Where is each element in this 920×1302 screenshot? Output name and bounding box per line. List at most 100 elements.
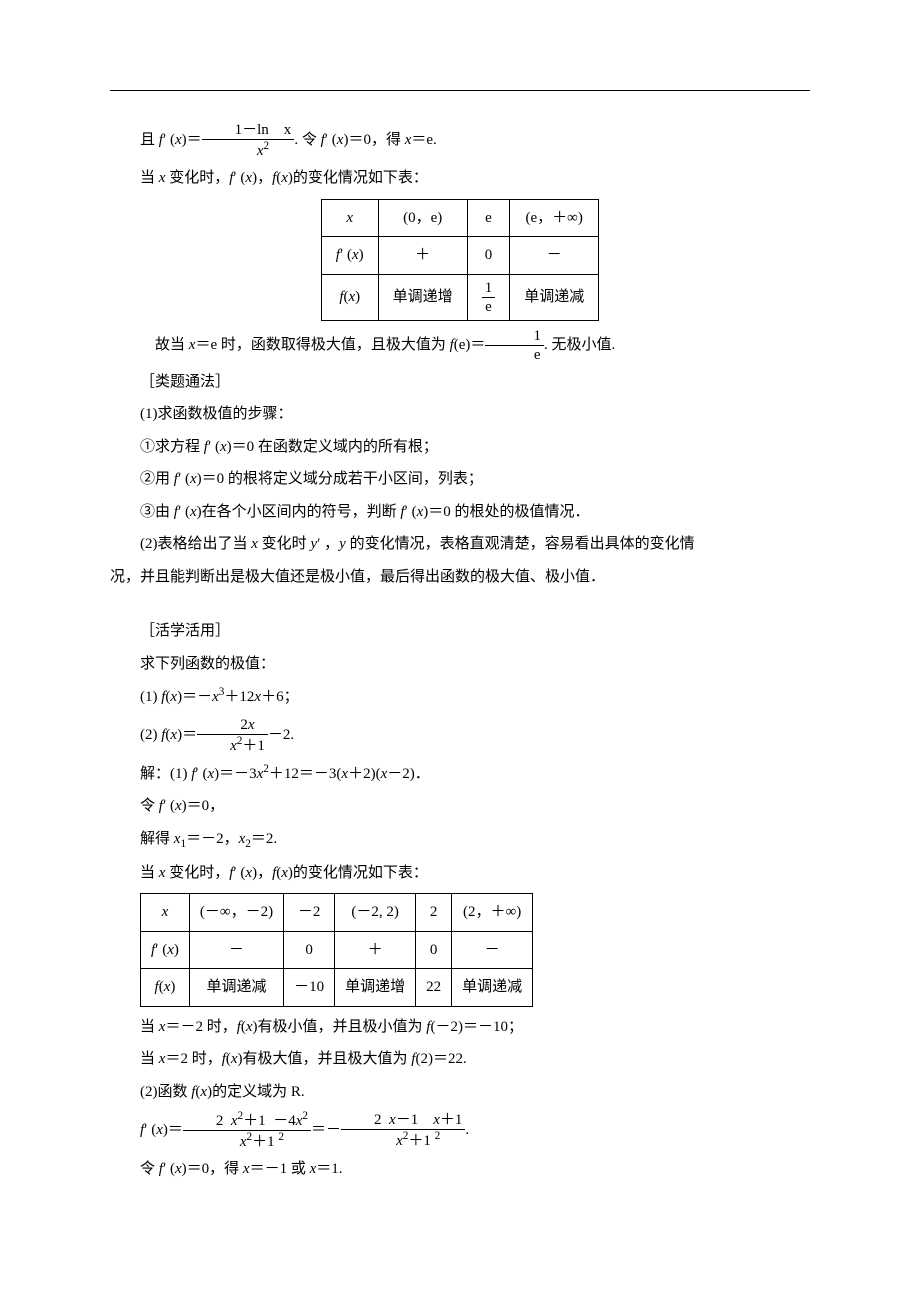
- q1: (1) f(x)＝－x3＋12x＋6；: [110, 682, 810, 712]
- t: 解得: [140, 831, 174, 847]
- t: )＝0，得: [343, 132, 404, 148]
- cell: －: [452, 931, 533, 969]
- step-heading: (1)求函数极值的步骤：: [110, 400, 810, 429]
- sol2-roots: 令 f′ (x)＝0，得 x＝－1 或 x＝1.: [110, 1155, 810, 1184]
- t: 令: [140, 1161, 159, 1177]
- table-row: x (0，e) e (e，＋∞): [321, 199, 598, 237]
- t: )＝0，得: [182, 1161, 243, 1177]
- line-change-intro: 当 x 变化时，f′ (x)，f(x)的变化情况如下表：: [110, 164, 810, 193]
- t: 令: [140, 798, 159, 814]
- step-1: ①求方程 f′ (x)＝0 在函数定义域内的所有根；: [110, 433, 810, 462]
- sol2-domain: (2)函数 f(x)的定义域为 R.: [110, 1078, 810, 1107]
- frac-num: 1: [485, 327, 544, 346]
- table-row: x (－∞，－2) －2 (－2, 2) 2 (2，＋∞): [141, 894, 533, 932]
- t: )，: [252, 865, 272, 881]
- line-max-conclusion: 故当 x＝e 时，函数取得极大值，且极大值为 f(e)＝1e. 无极小值.: [110, 327, 810, 364]
- t: ＋6；: [261, 689, 299, 705]
- table-row: f(x) 单调递增 1e 单调递减: [321, 274, 598, 320]
- t: 当: [140, 1019, 159, 1035]
- t: (－2)＝－10；: [430, 1019, 523, 1035]
- t: )＝: [177, 726, 197, 742]
- cell: 单调递减: [510, 274, 599, 320]
- t: )在各个小区间内的符号，判断: [197, 504, 401, 520]
- t: 变化时，: [165, 170, 229, 186]
- sol-let-zero: 令 f′ (x)＝0，: [110, 792, 810, 821]
- t: (e)＝: [454, 336, 486, 352]
- t: )＝0 的根处的极值情况．: [423, 504, 589, 520]
- t: )＝－: [177, 689, 212, 705]
- t: 2: [216, 1113, 224, 1129]
- t: . 无极小值.: [544, 336, 615, 352]
- practice-q: 求下列函数的极值：: [110, 650, 810, 679]
- t: ＝－2，: [186, 831, 239, 847]
- cell: －: [510, 237, 599, 275]
- t: (2)函数: [140, 1084, 191, 1100]
- cell: －10: [284, 969, 335, 1007]
- cell: ＋: [335, 931, 416, 969]
- cell: 22: [416, 969, 452, 1007]
- t: (1): [140, 689, 161, 705]
- t: ＋1: [408, 1133, 431, 1149]
- sol-1-deriv: 解：(1) f′ (x)＝－3x2＋12＝－3(x＋2)(x－2)．: [110, 759, 810, 789]
- t: ＝e.: [411, 132, 436, 148]
- t: )的变化情况如下表：: [288, 865, 428, 881]
- t: 当: [140, 865, 159, 881]
- cell: 0: [284, 931, 335, 969]
- t: (2): [140, 726, 161, 742]
- cell: 0: [467, 237, 510, 275]
- t: x: [230, 738, 237, 754]
- t: ＋1: [243, 1113, 266, 1129]
- t: ＝2 时，: [165, 1051, 221, 1067]
- conc-max: 当 x＝2 时，f(x)有极大值，并且极大值为 f(2)＝22.: [110, 1045, 810, 1074]
- t: ′ (: [178, 504, 190, 520]
- t: x: [240, 1134, 247, 1150]
- sol-table-intro: 当 x 变化时，f′ (x)，f(x)的变化情况如下表：: [110, 859, 810, 888]
- cell: (2，＋∞): [452, 894, 533, 932]
- t: (2)表格给出了当: [140, 536, 251, 552]
- t: .: [465, 1122, 469, 1138]
- t: )，: [252, 170, 272, 186]
- t: )＝－3: [214, 766, 257, 782]
- t: ＋12＝－3(: [269, 766, 342, 782]
- t: －1: [396, 1112, 419, 1128]
- t: )的定义域为 R.: [207, 1084, 305, 1100]
- cell: 单调递增: [335, 969, 416, 1007]
- heading-practice: ［活学活用］: [110, 617, 810, 646]
- table-row: f′ (x) ＋ 0 －: [321, 237, 598, 275]
- cell: (0，e): [378, 199, 467, 237]
- t: 的变化情况，表格直观清楚，容易看出具体的变化情: [346, 536, 695, 552]
- cell: (e，＋∞): [510, 199, 599, 237]
- sol-roots: 解得 x1＝－2，x2＝2.: [110, 825, 810, 855]
- t: )有极大值，并且极大值为: [238, 1051, 412, 1067]
- t: ②用: [140, 471, 174, 487]
- t: )有极小值，并且极小值为: [253, 1019, 427, 1035]
- t: ＝－1 或: [250, 1161, 310, 1177]
- cell: 2: [416, 894, 452, 932]
- t: ′ (: [163, 798, 175, 814]
- t: －2.: [268, 726, 294, 742]
- cell: 单调递增: [378, 274, 467, 320]
- t: )＝0 的根将定义域分成若干小区间，列表；: [197, 471, 483, 487]
- t: ＋1: [252, 1134, 275, 1150]
- t: ′ (: [163, 1161, 175, 1177]
- cell: x: [346, 210, 353, 226]
- t: －4: [273, 1113, 296, 1129]
- t: )的变化情况如下表：: [288, 170, 428, 186]
- cell: (－∞，－2): [189, 894, 283, 932]
- cell: 单调递减: [189, 969, 283, 1007]
- t: ＝－: [311, 1122, 341, 1138]
- t: ′ (: [208, 439, 220, 455]
- t: ′ (: [144, 1122, 156, 1138]
- q2: (2) f(x)＝2xx2＋1－2.: [110, 716, 810, 755]
- t: ′ (: [405, 504, 417, 520]
- t: x: [433, 1112, 440, 1128]
- top-rule: [110, 90, 810, 91]
- t: x: [389, 1112, 396, 1128]
- cell: ＋: [378, 237, 467, 275]
- t: ＝－2 时，: [165, 1019, 236, 1035]
- line-fprime-def: 且 f′ (x)＝1－ln xx2. 令 f′ (x)＝0，得 x＝e.: [110, 121, 810, 160]
- frac-num: 1－ln x: [235, 122, 292, 138]
- conc-min: 当 x＝－2 时，f(x)有极小值，并且极小值为 f(－2)＝－10；: [110, 1013, 810, 1042]
- frac-den: x: [257, 143, 264, 159]
- t: 故当: [155, 336, 189, 352]
